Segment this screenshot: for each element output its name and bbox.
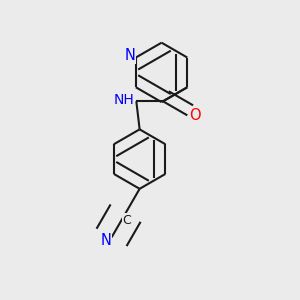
Text: N: N	[100, 233, 111, 248]
Text: NH: NH	[114, 93, 135, 107]
Text: N: N	[124, 48, 135, 63]
Text: C: C	[122, 214, 131, 227]
Text: O: O	[189, 108, 200, 123]
